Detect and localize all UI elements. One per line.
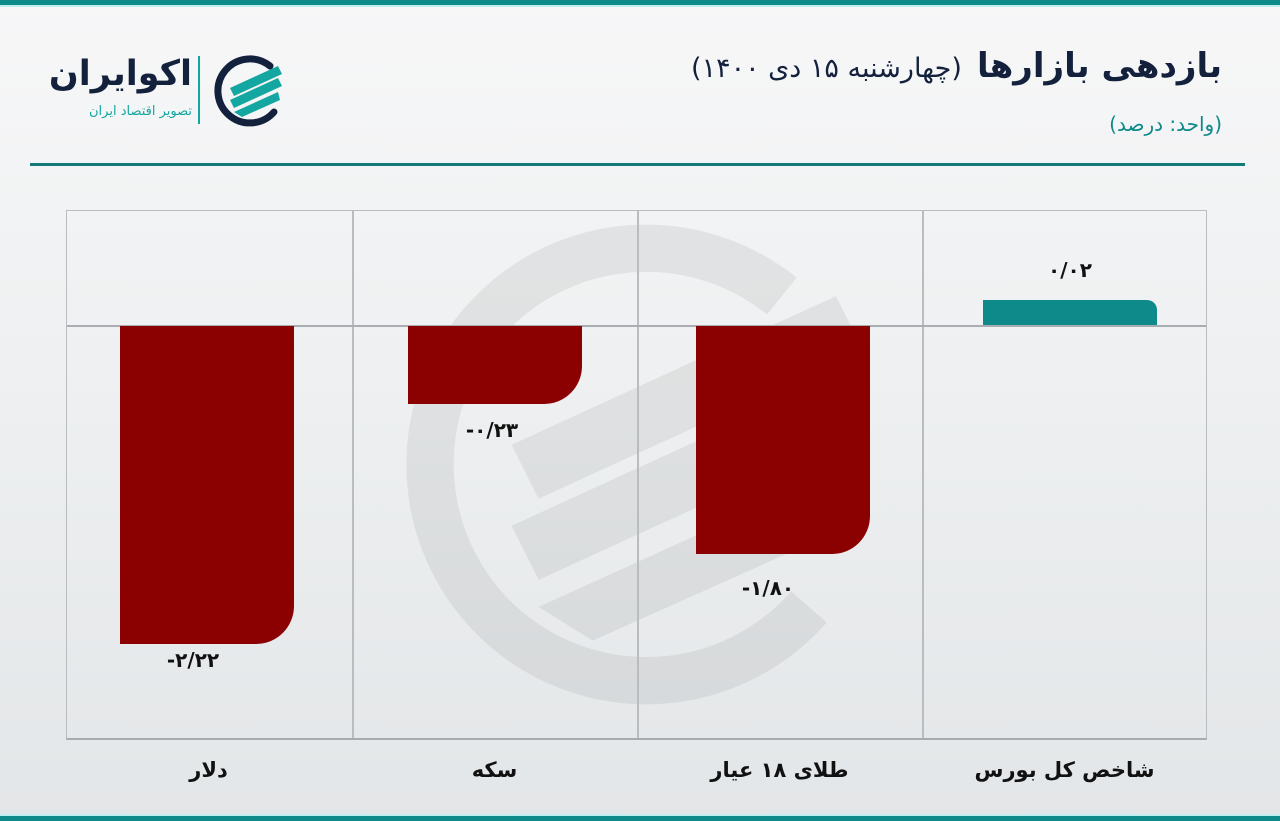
logo-divider	[198, 56, 200, 124]
title-main: بازدهی بازارها	[976, 46, 1222, 86]
logo-mark-icon	[214, 55, 282, 127]
value-label-dollar: -۲/۲۲	[166, 648, 220, 672]
header-divider	[30, 163, 1245, 166]
bar-gold-18k	[696, 326, 870, 554]
bar-coin	[408, 326, 582, 404]
logo-tagline: تصویر اقتصاد ایران	[89, 104, 192, 119]
title-date: (چهارشنبه ۱۵ دی ۱۴۰۰)	[691, 53, 962, 84]
category-label-coin: سکه	[471, 758, 518, 782]
logo-name: اکوایران	[48, 54, 192, 94]
grid-line	[922, 211, 924, 738]
grid-line	[352, 211, 354, 738]
plot-area	[66, 210, 1207, 740]
logo: اکوایران تصویر اقتصاد ایران	[30, 52, 290, 132]
bar-stock-index	[983, 300, 1157, 325]
value-label-stock-index: ۰/۰۲	[1048, 258, 1092, 282]
unit-label: (واحد: درصد)	[1109, 112, 1222, 136]
value-label-gold-18k: -۱/۸۰	[741, 576, 795, 600]
category-label-dollar: دلار	[189, 758, 228, 782]
category-label-gold-18k: طلای ۱۸ عیار	[710, 758, 849, 782]
grid-line	[637, 211, 639, 738]
value-label-coin: -۰/۲۳	[465, 418, 519, 442]
chart-title: بازدهی بازارها (چهارشنبه ۱۵ دی ۱۴۰۰)	[691, 46, 1222, 86]
bar-dollar	[120, 326, 294, 644]
top-accent-bar	[0, 0, 1280, 7]
bottom-accent-bar	[0, 814, 1280, 821]
category-label-stock-index: شاخص کل بورس	[974, 758, 1155, 782]
zero-axis-line	[67, 325, 1206, 327]
